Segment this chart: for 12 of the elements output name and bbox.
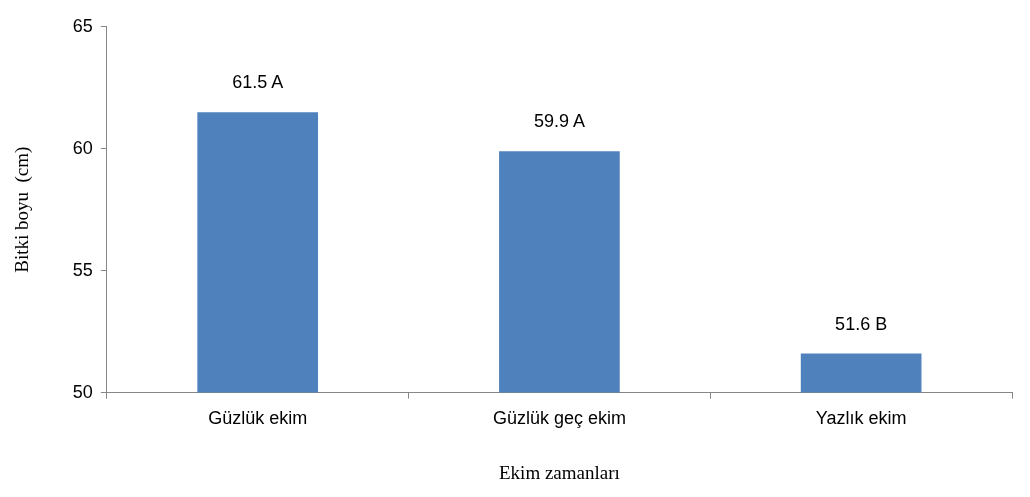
x-tick-label: Yazlık ekim — [815, 408, 907, 429]
y-tick-label: 55 — [72, 259, 93, 280]
y-tick-label: 65 — [72, 15, 93, 36]
data-label: 59.9 A — [533, 111, 585, 132]
data-label: 61.5 A — [232, 72, 284, 93]
y-axis-title: Bitki boyu (cm) — [11, 146, 34, 273]
x-tick-label: Güzlük ekim — [208, 408, 308, 429]
y-tick-label: 50 — [72, 381, 93, 402]
y-tick-label: 60 — [72, 137, 93, 158]
data-label: 51.6 B — [835, 313, 888, 334]
x-axis-title: Ekim zamanları — [499, 461, 620, 483]
x-tick-label: Güzlük geç ekim — [492, 408, 626, 429]
